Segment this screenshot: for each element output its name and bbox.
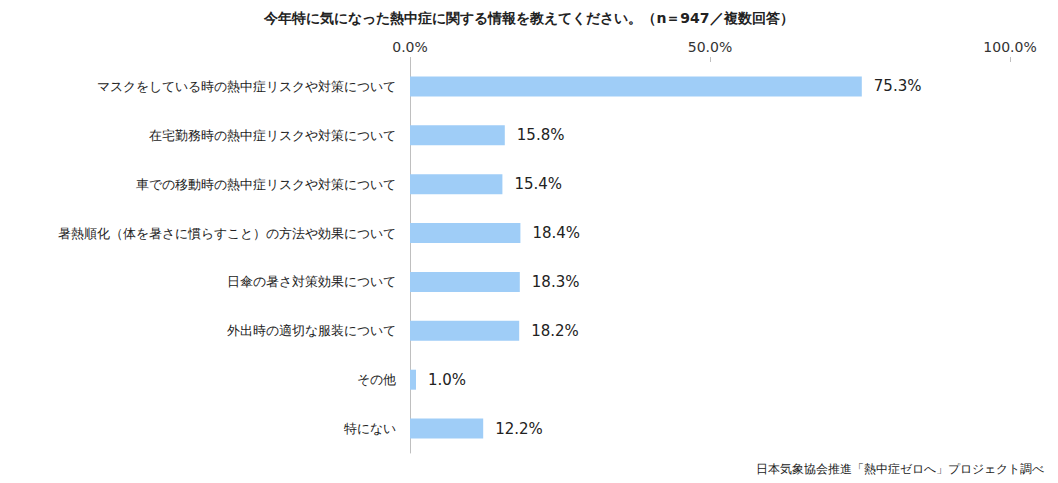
svg-text:15.4%: 15.4% [514, 175, 562, 193]
svg-text:在宅勤務時の熱中症リスクや対策について: 在宅勤務時の熱中症リスクや対策について [149, 128, 396, 143]
svg-text:外出時の適切な服装について: 外出時の適切な服装について [227, 323, 396, 338]
svg-text:50.0%: 50.0% [688, 39, 732, 55]
svg-text:その他: その他 [357, 372, 396, 387]
svg-text:100.0%: 100.0% [983, 39, 1036, 55]
svg-text:日本気象協会推進「熱中症ゼロへ」プロジェクト調べ: 日本気象協会推進「熱中症ゼロへ」プロジェクト調べ [756, 462, 1044, 476]
svg-text:暑熱順化（体を暑さに慣らすこと）の方法や効果について: 暑熱順化（体を暑さに慣らすこと）の方法や効果について [58, 226, 396, 241]
svg-text:車での移動時の熱中症リスクや対策について: 車での移動時の熱中症リスクや対策について [136, 177, 396, 192]
svg-text:75.3%: 75.3% [874, 77, 922, 95]
svg-text:日傘の暑さ対策効果について: 日傘の暑さ対策効果について [227, 274, 396, 289]
svg-text:18.3%: 18.3% [532, 273, 580, 291]
svg-text:18.4%: 18.4% [532, 224, 580, 242]
svg-text:12.2%: 12.2% [495, 420, 543, 438]
svg-text:特にない: 特にない [344, 421, 396, 436]
svg-text:18.2%: 18.2% [531, 322, 579, 340]
svg-text:今年特に気になった熱中症に関する情報を教えてください。（n＝: 今年特に気になった熱中症に関する情報を教えてください。（n＝947／複数回答） [263, 10, 793, 26]
svg-text:マスクをしている時の熱中症リスクや対策について: マスクをしている時の熱中症リスクや対策について [97, 79, 396, 94]
svg-text:1.0%: 1.0% [428, 371, 466, 389]
svg-text:0.0%: 0.0% [392, 39, 428, 55]
svg-text:15.8%: 15.8% [517, 126, 565, 144]
